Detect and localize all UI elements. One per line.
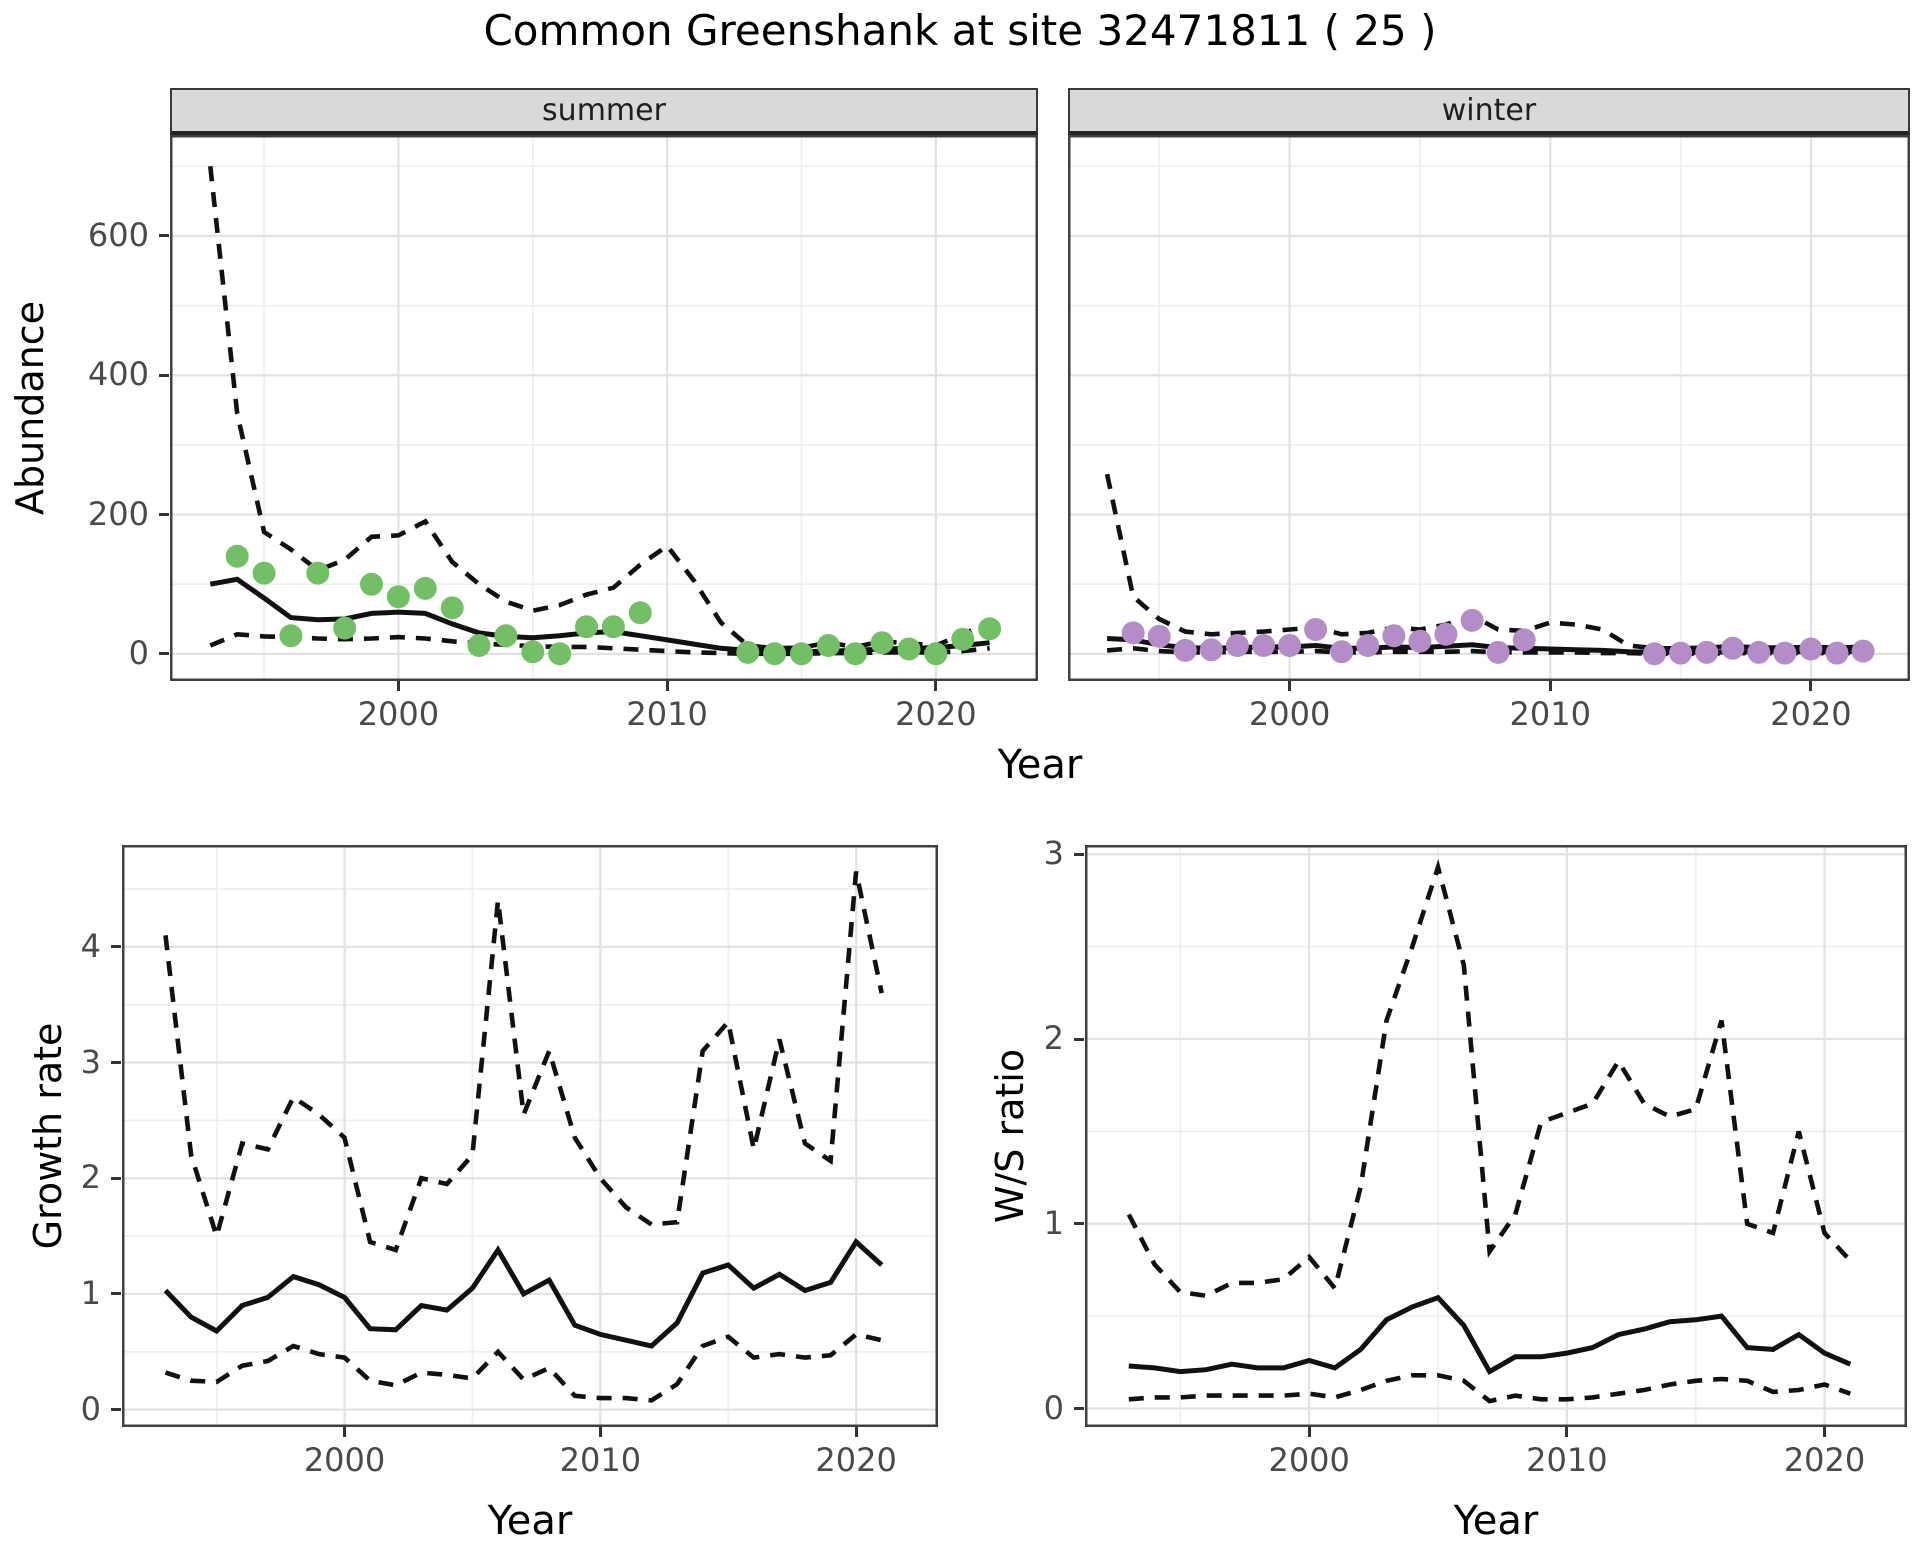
y-tick-mark (1074, 1037, 1084, 1041)
y-tick-label: 1 (80, 1273, 101, 1312)
y-tick-mark (1074, 1222, 1084, 1226)
x-tick-label: 2020 (1770, 695, 1852, 733)
x-tick-mark (1565, 1427, 1569, 1437)
x-tick-label: 2010 (1509, 695, 1591, 733)
y-tick-mark (1074, 1407, 1084, 1411)
y-tick-mark (111, 1176, 121, 1180)
y-tick-mark (159, 513, 169, 517)
y-tick-label: 3 (1043, 834, 1064, 873)
y-tick-label: 0 (80, 1389, 101, 1428)
y-tick-label: 400 (87, 355, 149, 394)
y-tick-label: 0 (128, 633, 149, 672)
facet-strip-winter: winter (1068, 88, 1910, 135)
ws-ratio-axis-title: W/S ratio (988, 1048, 1032, 1224)
y-tick-label: 3 (80, 1042, 101, 1081)
y-tick-mark (111, 1292, 121, 1296)
x-tick-mark (343, 1427, 347, 1437)
y-tick-label: 600 (87, 215, 149, 254)
x-tick-mark (1288, 681, 1292, 691)
x-tick-mark (396, 681, 400, 691)
x-tick-label: 2020 (1783, 1441, 1866, 1479)
y-tick-mark (159, 652, 169, 656)
y-tick-mark (159, 234, 169, 238)
facet-strip-summer-label: summer (542, 93, 666, 128)
y-tick-label: 2 (1043, 1019, 1064, 1057)
y-tick-label: 1 (1043, 1203, 1064, 1242)
x-tick-mark (1307, 1427, 1311, 1437)
lower-ci-line (1128, 1373, 1852, 1404)
facet-strip-summer: summer (170, 88, 1038, 135)
y-tick-label: 2 (80, 1158, 101, 1197)
y-tick-mark (159, 373, 169, 377)
ws-x-axis-title: Year (1453, 1498, 1539, 1544)
x-tick-label: 2010 (626, 695, 708, 733)
growth-x-axis-title: Year (487, 1498, 573, 1544)
x-tick-mark (1823, 1427, 1827, 1437)
x-tick-label: 2010 (559, 1441, 642, 1479)
x-tick-mark (1809, 681, 1813, 691)
x-tick-label: 2000 (357, 695, 440, 733)
abundance-axis-title: Abundance (8, 300, 52, 516)
x-tick-mark (934, 681, 938, 691)
y-tick-label: 4 (80, 926, 101, 965)
ws-ratio-panel (1085, 845, 1907, 1427)
y-tick-mark (111, 1408, 121, 1412)
median-line (163, 1238, 884, 1349)
growth-rate-panel (122, 845, 938, 1427)
facet-strip-winter-label: winter (1441, 93, 1537, 128)
x-tick-mark (1548, 681, 1552, 691)
upper-ci-line (163, 871, 884, 1253)
x-tick-mark (665, 681, 669, 691)
page-title: Common Greenshank at site 32471811 ( 25 … (483, 6, 1437, 55)
y-tick-mark (1074, 852, 1084, 856)
summer-abundance-panel (170, 135, 1038, 681)
x-tick-label: 2000 (1268, 1441, 1350, 1479)
upper-ci-line (1126, 859, 1852, 1299)
x-tick-mark (854, 1427, 858, 1437)
x-tick-label: 2020 (815, 1441, 897, 1479)
data-points (1121, 608, 1875, 666)
y-tick-label: 200 (87, 494, 149, 533)
y-tick-mark (111, 945, 121, 949)
y-tick-label: 0 (1043, 1388, 1064, 1427)
data-points (225, 544, 1002, 666)
winter-abundance-panel (1068, 135, 1910, 681)
x-tick-label: 2010 (1526, 1441, 1608, 1479)
median-line (1128, 1294, 1852, 1376)
x-tick-label: 2020 (895, 695, 977, 733)
y-tick-mark (111, 1061, 121, 1065)
x-tick-mark (598, 1427, 602, 1437)
x-tick-label: 2000 (303, 1441, 386, 1479)
x-tick-label: 2000 (1248, 695, 1331, 733)
top-x-axis-title: Year (997, 742, 1083, 788)
